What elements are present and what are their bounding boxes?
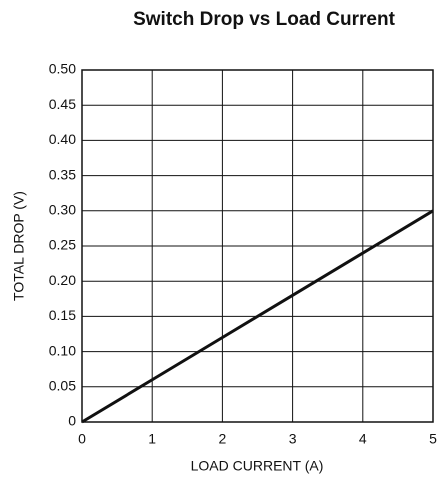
y-tick-label: 0.25 [49, 237, 76, 253]
y-tick-label: 0.50 [49, 61, 76, 77]
x-tick-label: 1 [148, 431, 156, 447]
x-tick-label: 0 [78, 431, 86, 447]
x-tick-label: 2 [219, 431, 227, 447]
y-tick-label: 0.35 [49, 166, 76, 182]
y-tick-label: 0.15 [49, 307, 76, 323]
y-tick-label: 0.20 [49, 272, 76, 288]
y-tick-label: 0.30 [49, 202, 76, 218]
y-axis-label: TOTAL DROP (V) [11, 191, 27, 301]
x-tick-label: 3 [289, 431, 297, 447]
chart-title: Switch Drop vs Load Current [133, 9, 395, 30]
data-line [81, 209, 434, 424]
y-tick-label: 0 [68, 413, 76, 429]
y-tick-label: 0.45 [49, 96, 76, 112]
x-tick-label: 4 [359, 431, 367, 447]
x-axis-label: LOAD CURRENT (A) [191, 458, 324, 474]
y-tick-label: 0.40 [49, 131, 76, 147]
x-tick-label: 5 [429, 431, 437, 447]
plot-border [81, 69, 434, 423]
y-tick-label: 0.10 [49, 342, 76, 358]
y-tick-label: 0.05 [49, 378, 76, 394]
